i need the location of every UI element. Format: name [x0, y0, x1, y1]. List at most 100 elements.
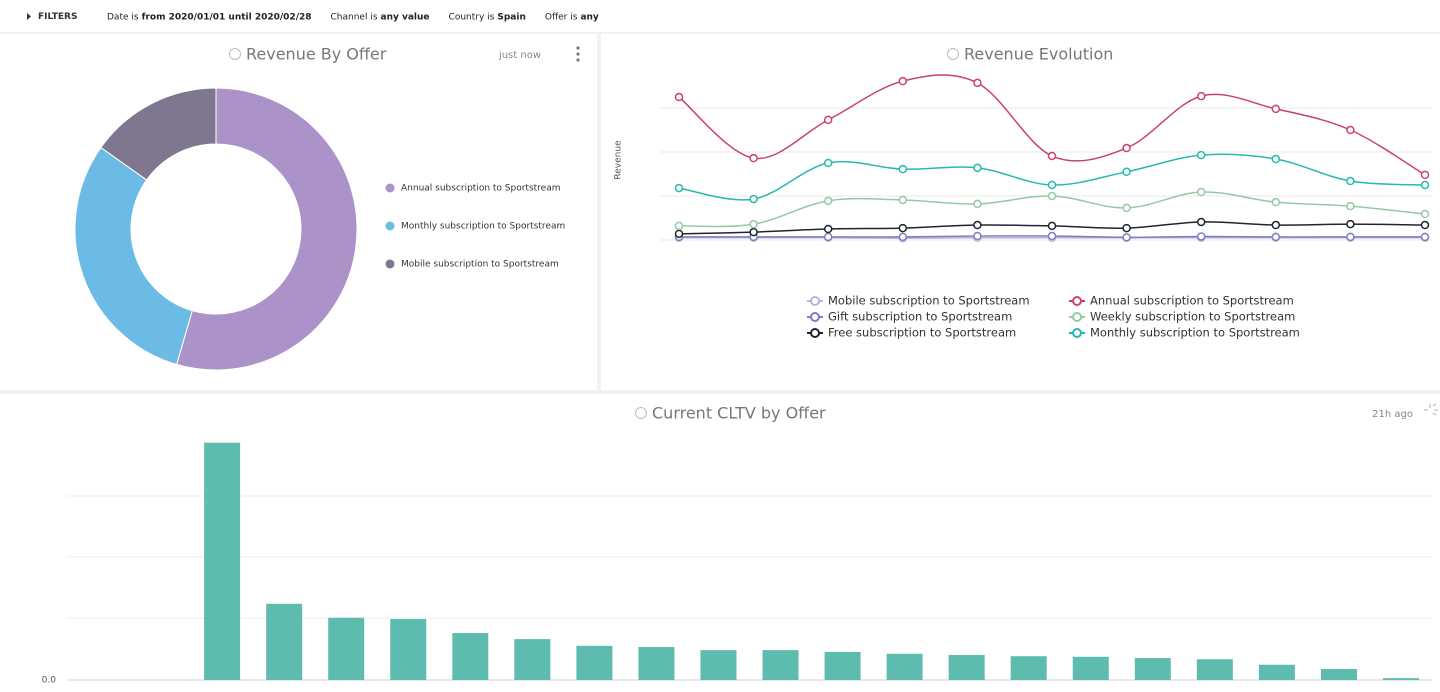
- data-point: [1346, 201, 1355, 211]
- data-point: [1346, 176, 1355, 186]
- data-point: [749, 219, 758, 229]
- data-point: [674, 229, 684, 239]
- data-point: [973, 231, 982, 241]
- legend-label[interactable]: Gift subscription to Sportstream: [828, 310, 1012, 324]
- filter-item[interactable]: Channel is any value: [331, 12, 430, 22]
- bar: [1072, 656, 1109, 680]
- help-icon[interactable]: [229, 48, 241, 60]
- y-tick-label: 0.0: [42, 676, 57, 686]
- filters-label[interactable]: FILTERS: [38, 12, 77, 22]
- filter-value: any value: [381, 12, 430, 22]
- data-point: [1196, 150, 1206, 160]
- data-point: [1271, 154, 1281, 164]
- chart-title: Current CLTV by Offer: [652, 404, 826, 423]
- filter-bar: [0, 0, 1440, 32]
- legend-swatch: [1072, 296, 1082, 306]
- filter-field: Country is: [449, 12, 495, 22]
- filter-field: Date is: [107, 12, 139, 22]
- data-point: [898, 232, 908, 242]
- data-point: [898, 195, 908, 205]
- data-point: [823, 224, 833, 234]
- legend-label[interactable]: Mobile subscription to Sportstream: [828, 294, 1030, 308]
- legend-label[interactable]: Annual subscription to Sportstream: [1090, 294, 1294, 308]
- data-point: [674, 221, 684, 231]
- data-point: [1047, 180, 1057, 190]
- filter-item[interactable]: Offer is any: [545, 12, 599, 22]
- help-icon[interactable]: [635, 407, 647, 419]
- data-point: [1122, 203, 1131, 213]
- filter-toggle[interactable]: [27, 13, 31, 20]
- donut-slice: [74, 146, 193, 366]
- data-point: [1047, 191, 1057, 201]
- legend-label[interactable]: Weekly subscription to Sportstream: [1090, 310, 1295, 324]
- bar: [576, 645, 613, 680]
- legend-label[interactable]: Free subscription to Sportstream: [828, 326, 1016, 340]
- bar: [700, 650, 737, 680]
- legend-swatch: [810, 296, 820, 306]
- bar: [1320, 669, 1357, 680]
- legend-swatch: [810, 328, 820, 338]
- data-point: [823, 115, 833, 125]
- data-point: [1047, 221, 1057, 231]
- data-point: [674, 92, 684, 102]
- data-point: [1122, 233, 1131, 242]
- bar: [1196, 659, 1233, 680]
- menu-icon[interactable]: [576, 46, 580, 62]
- legend-swatch: [385, 221, 395, 231]
- data-point: [749, 227, 758, 237]
- chart-title: Revenue Evolution: [964, 45, 1113, 64]
- data-point: [1047, 151, 1057, 161]
- data-point: [1271, 104, 1281, 114]
- legend-swatch: [1072, 312, 1082, 322]
- filter-item[interactable]: Date is from 2020/01/01 until 2020/02/28: [107, 12, 312, 22]
- data-point: [749, 153, 758, 163]
- series-line: [678, 74, 1426, 176]
- filter-item[interactable]: Country is Spain: [449, 12, 526, 22]
- data-point: [823, 232, 833, 242]
- data-point: [1346, 125, 1355, 135]
- data-point: [898, 164, 908, 174]
- chart-title: Revenue By Offer: [246, 45, 387, 64]
- data-point: [973, 78, 982, 88]
- bar: [762, 650, 799, 680]
- legend-swatch: [1072, 328, 1082, 338]
- data-point: [973, 199, 982, 209]
- data-point: [1420, 232, 1430, 242]
- data-point: [1122, 223, 1131, 233]
- bar: [390, 619, 427, 680]
- bar: [1010, 656, 1047, 680]
- grid: [660, 107, 1432, 241]
- data-point: [973, 220, 982, 230]
- donut-slice: [176, 87, 358, 371]
- legend-label: Mobile subscription to Sportstream: [401, 260, 559, 270]
- legend-label: Monthly subscription to Sportstream: [401, 222, 565, 232]
- bar: [328, 617, 365, 680]
- filter-value: from 2020/01/01 until 2020/02/28: [142, 12, 312, 22]
- data-point: [1196, 232, 1206, 241]
- data-point: [973, 163, 982, 173]
- help-icon[interactable]: [947, 48, 959, 60]
- data-point: [1122, 143, 1131, 153]
- data-point: [1047, 231, 1057, 241]
- status: just now: [498, 50, 541, 61]
- bar: [1258, 664, 1295, 680]
- filter-field: Channel is: [331, 12, 378, 22]
- bar: [824, 651, 861, 680]
- loading-icon: [1424, 403, 1438, 416]
- status: 21h ago: [1372, 409, 1413, 420]
- bar: [1382, 678, 1419, 680]
- data-point: [898, 223, 908, 233]
- bar: [886, 653, 923, 680]
- data-point: [1196, 217, 1206, 227]
- y-axis-label: Revenue: [614, 140, 624, 180]
- data-point: [1420, 170, 1430, 180]
- data-point: [1420, 180, 1430, 190]
- panel: [601, 34, 1440, 390]
- bar: [266, 603, 303, 680]
- filter-field: Offer is: [545, 12, 578, 22]
- data-point: [823, 158, 833, 168]
- legend-label[interactable]: Monthly subscription to Sportstream: [1090, 326, 1300, 340]
- legend-swatch: [385, 183, 395, 193]
- data-point: [1196, 187, 1206, 197]
